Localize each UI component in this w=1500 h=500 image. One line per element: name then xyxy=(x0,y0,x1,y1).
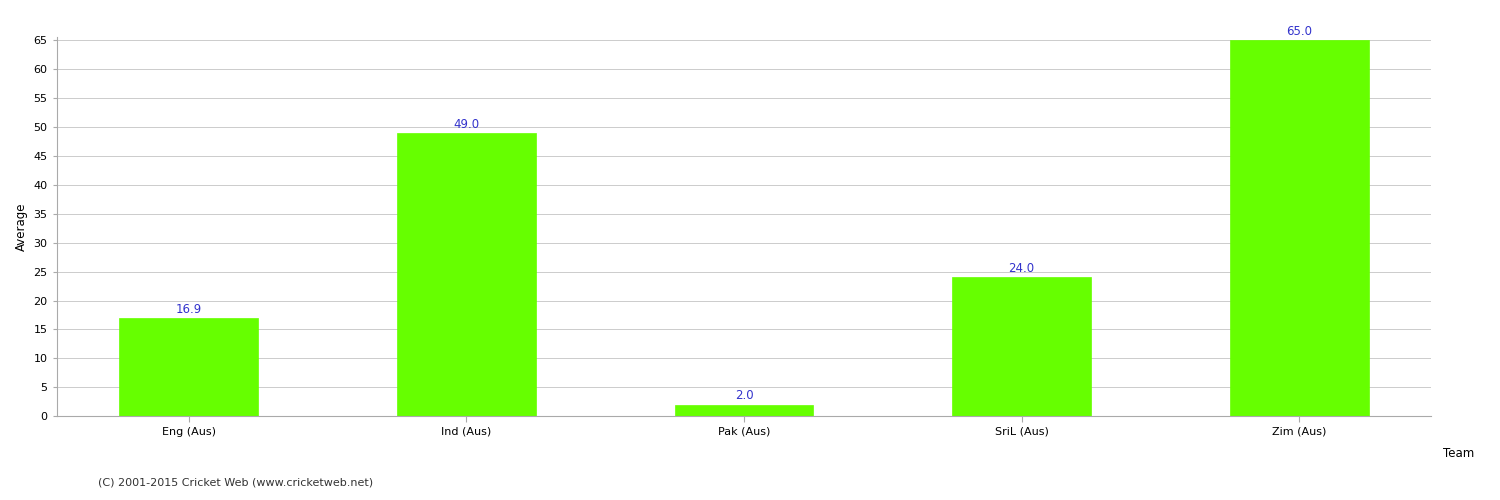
Text: (C) 2001-2015 Cricket Web (www.cricketweb.net): (C) 2001-2015 Cricket Web (www.cricketwe… xyxy=(98,478,372,488)
Bar xyxy=(675,404,813,416)
Text: 49.0: 49.0 xyxy=(453,118,480,130)
Text: 24.0: 24.0 xyxy=(1008,262,1035,275)
Bar xyxy=(118,318,258,416)
Bar xyxy=(952,278,1090,416)
Text: 65.0: 65.0 xyxy=(1287,25,1312,38)
Text: 16.9: 16.9 xyxy=(176,303,201,316)
Bar xyxy=(1230,40,1370,416)
X-axis label: Team: Team xyxy=(1443,446,1474,460)
Text: 2.0: 2.0 xyxy=(735,390,753,402)
Bar xyxy=(398,133,536,416)
Y-axis label: Average: Average xyxy=(15,202,28,251)
